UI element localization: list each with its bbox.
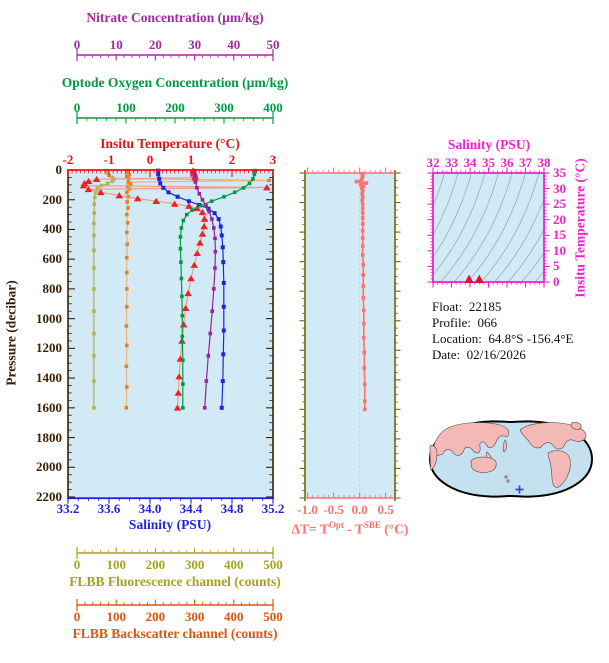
fluorescence-axis-title: FLBB Fluorescence channel (counts)	[69, 574, 281, 589]
backscatter-axis-title: FLBB Backscatter channel (counts)	[72, 626, 278, 641]
nitrate-axis-title: Nitrate Concentration (µm/kg)	[86, 10, 264, 25]
tick-label: 1200	[36, 340, 62, 356]
map-australia	[470, 456, 497, 473]
tick-label: 37	[519, 155, 532, 170]
tick-label: 200	[165, 100, 185, 115]
ts-salinity-axis-title: Salinity (PSU)	[447, 137, 531, 152]
location-text: Location: 64.8°S -156.4°E	[432, 331, 574, 346]
tick-label: 1600	[36, 399, 62, 415]
map-new-zealand	[504, 475, 508, 479]
map-eurasia	[432, 422, 510, 457]
tick-label: 35.2	[261, 501, 285, 516]
map-south-america	[547, 450, 571, 488]
tick-label: 0.0	[351, 502, 368, 517]
tick-label: 25	[553, 196, 566, 212]
tick-label: 2200	[36, 489, 62, 504]
tick-label: 30	[188, 37, 202, 52]
tick-label: 34.0	[138, 501, 162, 516]
salinity-axis-title: Salinity (PSU)	[128, 517, 212, 532]
tick-label: 300	[184, 609, 205, 624]
tick-label: 33	[445, 155, 458, 170]
tick-label: 300	[214, 100, 234, 115]
tick-label: 100	[106, 609, 126, 624]
float-id-text: Float: 22185	[432, 299, 502, 314]
tick-label: 0	[73, 100, 81, 115]
tick-label: 500	[263, 557, 283, 572]
tick-label: 5	[553, 258, 560, 274]
tick-label: 0	[73, 37, 81, 52]
tick-label: 1400	[36, 370, 62, 386]
tick-label: 0	[146, 152, 154, 167]
tick-label: 38	[537, 155, 551, 170]
tick-label: 2	[228, 152, 236, 167]
tick-label: 20	[148, 37, 162, 52]
tick-label: 600	[42, 251, 63, 267]
tick-label: 0.5	[377, 502, 394, 517]
tick-label: 15	[553, 227, 566, 243]
tick-label: -2	[62, 152, 74, 167]
map-africa-edge	[429, 445, 438, 471]
tick-label: 1	[187, 152, 195, 167]
tick-label: 200	[145, 609, 166, 624]
tick-label: 200	[42, 191, 63, 207]
tick-label: 50	[266, 37, 280, 52]
tick-label: 10	[109, 37, 123, 52]
tick-label: 800	[42, 280, 63, 296]
tick-label: 34.4	[179, 501, 203, 516]
pressure-axis-title: Pressure (decibar)	[3, 280, 19, 386]
tick-label: 33.6	[97, 501, 121, 516]
tick-label: 35	[553, 165, 566, 180]
tick-label: 100	[116, 100, 136, 115]
tick-label: 10	[553, 242, 566, 258]
tick-label: 0	[553, 274, 560, 289]
tick-label: 0	[55, 162, 63, 177]
world-map	[428, 420, 594, 498]
tick-label: 20	[553, 211, 566, 227]
tick-label: 34.8	[220, 501, 244, 516]
tick-label: 1000	[36, 310, 62, 326]
tick-label: 32	[426, 155, 440, 170]
oxygen-axis-title: Optode Oxygen Concentration (µm/kg)	[61, 75, 289, 90]
tick-label: 500	[263, 609, 283, 624]
tick-label: 0	[73, 609, 81, 624]
tick-label: 34	[463, 155, 477, 170]
tick-label: -1	[103, 152, 115, 167]
temperature-axis-title: Insitu Temperature (°C)	[100, 136, 240, 151]
map-new-zealand-south	[506, 479, 510, 483]
tick-label: 400	[224, 557, 244, 572]
tick-label: 2000	[36, 459, 62, 475]
tick-label: 30	[553, 180, 566, 196]
tick-label: 400	[42, 221, 63, 237]
tick-label: 200	[145, 557, 166, 572]
map-greenland	[570, 421, 582, 430]
tick-label: 400	[224, 609, 244, 624]
tick-label: 100	[106, 557, 126, 572]
tick-label: -0.5	[323, 502, 344, 517]
profile-text: Profile: 066	[432, 315, 497, 330]
map-japan	[502, 439, 508, 453]
tick-label: 3	[269, 152, 277, 167]
tick-label: 0	[73, 557, 81, 572]
tick-label: -1.0	[297, 502, 318, 517]
tick-label: 36	[500, 155, 514, 170]
tick-label: 1800	[36, 429, 62, 445]
tick-label: 400	[263, 100, 283, 115]
tick-label: 40	[227, 37, 241, 52]
tick-label: 300	[184, 557, 205, 572]
tick-label: 33.2	[56, 501, 80, 516]
delta-t-axis-title: ΔT= TOpt - TSBE (°C)	[291, 520, 409, 537]
float-location-marker	[515, 485, 524, 494]
tick-label: 35	[482, 155, 495, 170]
date-text: Date: 02/16/2026	[432, 347, 526, 362]
